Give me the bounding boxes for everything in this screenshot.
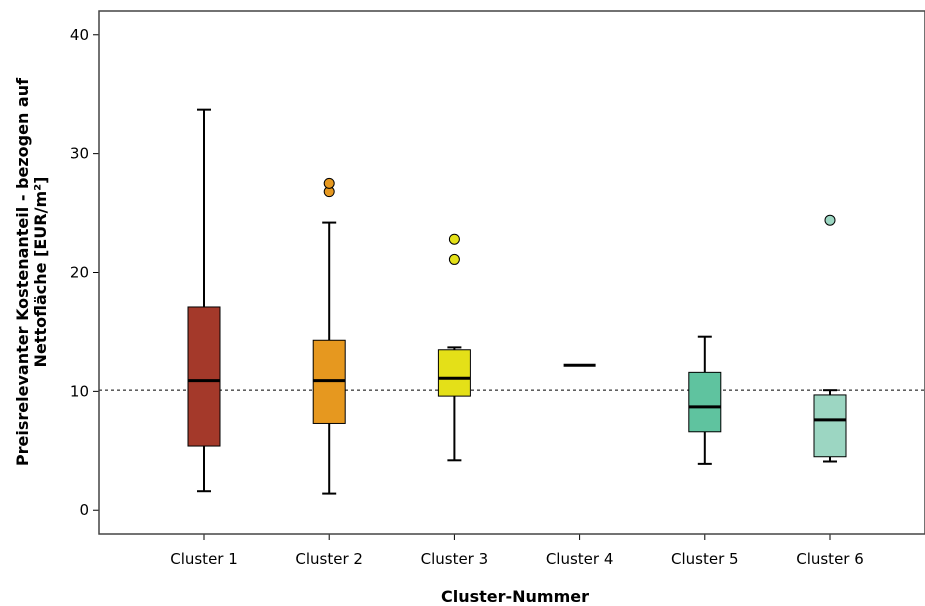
y-axis-title: Preisrelevanter Kostenanteil - bezogen a…	[13, 77, 50, 466]
box-cluster-2	[312, 177, 346, 495]
box-outlier	[824, 214, 836, 226]
y-axis-title-line-2: Nettofläche [EUR/m²]	[31, 177, 50, 368]
box-iqr	[813, 394, 847, 458]
box-outlier	[448, 253, 460, 265]
box-outlier	[448, 233, 460, 245]
x-axis-ticks: Cluster 1 Cluster 2 Cluster 3 Cluster 4 Clus…	[170, 534, 864, 568]
x-tick-label: Cluster 2	[295, 550, 363, 568]
x-axis-title: Cluster-Nummer	[441, 587, 589, 606]
x-tick-label: Cluster 5	[671, 550, 739, 568]
box-iqr	[437, 349, 471, 397]
x-tick-label: Cluster 4	[546, 550, 614, 568]
box-cluster-6	[813, 214, 847, 463]
box-outlier	[323, 177, 335, 189]
x-tick-label: Cluster 3	[421, 550, 489, 568]
y-tick-label: 40	[70, 26, 89, 44]
x-tick-label: Cluster 1	[170, 550, 238, 568]
y-axis-title-line-1: Preisrelevanter Kostenanteil - bezogen a…	[13, 77, 32, 466]
box-cluster-1	[187, 108, 221, 493]
y-tick-label: 10	[70, 382, 89, 400]
y-tick-label: 30	[70, 145, 89, 163]
y-axis-ticks: 0 10 20 30 40	[70, 26, 99, 519]
boxes	[187, 108, 847, 495]
y-tick-label: 20	[70, 264, 89, 282]
box-cluster-5	[688, 335, 722, 465]
box-iqr	[187, 306, 221, 447]
plot-area-frame	[98, 10, 925, 535]
box-cluster-3	[437, 233, 471, 462]
box-iqr	[688, 371, 722, 433]
y-tick-label: 0	[79, 501, 89, 519]
x-tick-label: Cluster 6	[796, 550, 864, 568]
